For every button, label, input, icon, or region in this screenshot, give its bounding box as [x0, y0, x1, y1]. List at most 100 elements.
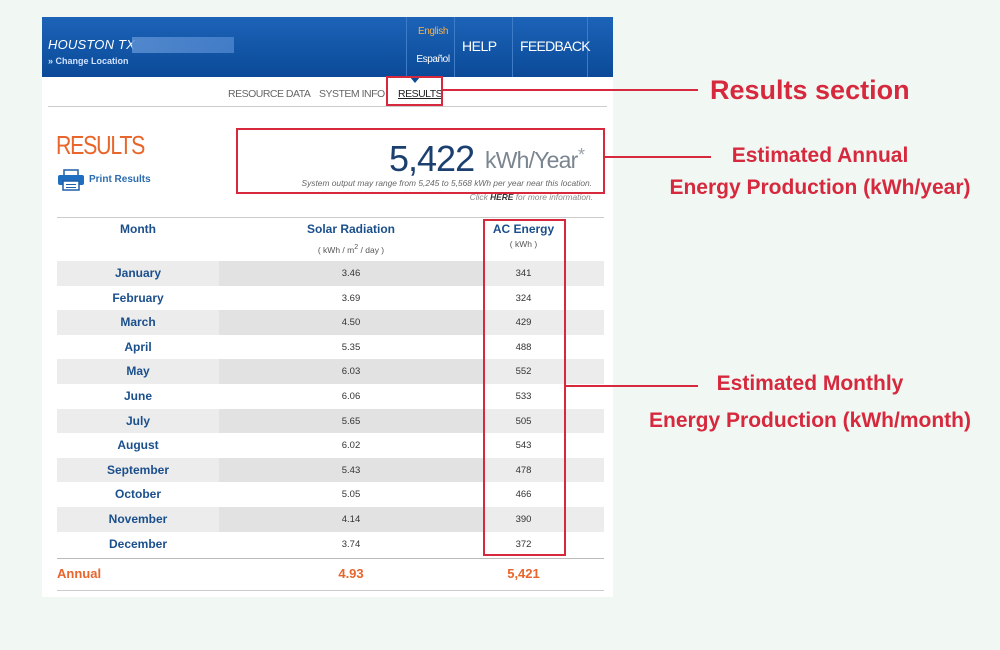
callout-line-annual	[605, 156, 711, 158]
callout-line-monthly	[566, 385, 698, 387]
annual-energy-value: 5,422	[389, 138, 475, 179]
cell-month: June	[123, 388, 152, 403]
col-header-month: Month	[120, 222, 156, 236]
tab-results[interactable]: RESULTS	[398, 88, 443, 100]
redacted-address	[132, 37, 234, 53]
cell-month: August	[117, 438, 159, 453]
callout-line-results	[443, 89, 698, 91]
annotation-results-section: Results section	[710, 75, 910, 105]
tabs-divider	[48, 106, 607, 107]
cell-month: July	[125, 413, 150, 428]
cell-solar-radiation: 4.14	[219, 506, 483, 532]
total-solar: 4.93	[338, 566, 364, 581]
lang-english-link[interactable]: English	[418, 26, 448, 37]
annual-energy-unit: kWh/Year	[485, 147, 578, 173]
header-separator	[587, 17, 588, 77]
lang-spanish-link[interactable]: Español	[416, 54, 450, 65]
cell-ac-energy: 552	[515, 366, 532, 378]
annual-footnote-star: *	[578, 145, 586, 165]
cell-ac-energy: 429	[515, 317, 532, 329]
more-info-note: Click HERE for more information.	[342, 192, 593, 202]
table-row: December 3.74 372	[57, 532, 604, 557]
results-title: RESULTS	[56, 130, 145, 160]
annotation-annual-line1: Estimated Annual	[731, 144, 909, 167]
feedback-link[interactable]: FEEDBACK	[520, 38, 591, 54]
header-separator	[406, 17, 407, 77]
cell-solar-radiation: 3.46	[219, 261, 483, 286]
cell-month: February	[112, 290, 164, 305]
table-top-divider	[57, 217, 604, 218]
table-row: January 3.46 341	[57, 261, 604, 286]
cell-solar-radiation: 3.74	[341, 538, 361, 550]
cell-month: March	[120, 315, 156, 330]
cell-solar-radiation: 6.02	[341, 440, 361, 452]
range-note: System output may range from 5,245 to 5,…	[301, 178, 592, 188]
cell-solar-radiation: 6.06	[341, 390, 361, 402]
table-row: July 5.65 505	[57, 408, 604, 434]
table-body: January 3.46 341 February 3.69 324 March 4.50 42…	[57, 261, 604, 556]
table-bottom-divider	[57, 558, 604, 559]
more-info-prefix: Click	[469, 192, 488, 202]
solar-unit-pre: ( kWh / m	[317, 244, 355, 255]
highlight-results-tab	[386, 76, 443, 106]
cell-ac-energy: 390	[515, 513, 532, 525]
cell-ac-energy: 488	[515, 341, 532, 353]
table-row: August 6.02 543	[57, 433, 604, 458]
header-bar: HOUSTON TX » Change Location English Esp…	[42, 17, 613, 77]
table-row: March 4.50 429	[57, 310, 604, 335]
cell-month: September	[106, 462, 170, 477]
cell-month: January	[114, 266, 162, 280]
solar-unit-sup: 2	[354, 243, 359, 251]
annotation-monthly-line2: Energy Production (kWh/month)	[649, 409, 971, 432]
col-unit-solar: ( kWh / m2 / day )	[219, 243, 483, 255]
cell-solar-radiation: 6.03	[219, 359, 483, 384]
cell-month: May	[126, 364, 150, 379]
print-results-link[interactable]: Print Results	[89, 174, 151, 185]
highlight-ac-energy-column	[483, 219, 566, 556]
cell-ac-energy: 466	[515, 489, 532, 501]
cell-solar-radiation: 4.50	[219, 310, 483, 335]
table-row: April 5.35 488	[57, 335, 604, 360]
more-info-suffix: for more information.	[515, 192, 593, 202]
annotation-annual-line2: Energy Production (kWh/year)	[669, 176, 971, 199]
col-header-solar: Solar Radiation	[306, 222, 395, 236]
solar-unit-post: / day )	[358, 244, 385, 255]
change-location-link[interactable]: » Change Location	[48, 56, 129, 66]
more-info-link[interactable]: HERE	[490, 192, 514, 202]
cell-month: November	[108, 511, 168, 526]
cell-solar-radiation: 3.69	[341, 292, 361, 304]
cell-ac-energy: 324	[515, 292, 532, 304]
table-row: November 4.14 390	[57, 506, 604, 532]
col-header-ac-energy: AC Energy	[492, 222, 555, 236]
table-row: October 5.05 466	[57, 482, 604, 507]
cell-solar-radiation: 5.05	[341, 489, 361, 501]
cell-ac-energy: 478	[515, 464, 532, 476]
cell-month: October	[114, 487, 161, 502]
table-row: February 3.69 324	[57, 286, 604, 311]
pvwatts-window: HOUSTON TX » Change Location English Esp…	[42, 17, 613, 597]
table-row: June 6.06 533	[57, 384, 604, 409]
cell-solar-radiation: 5.65	[219, 408, 483, 434]
cell-ac-energy: 505	[515, 415, 532, 427]
header-separator	[512, 17, 513, 77]
cell-ac-energy: 341	[515, 268, 532, 279]
printer-icon[interactable]	[57, 169, 85, 191]
cell-month: April	[124, 339, 152, 354]
total-ac-energy: 5,421	[507, 566, 540, 581]
col-unit-ac: ( kWh )	[509, 239, 538, 249]
cell-month: December	[108, 536, 168, 551]
total-label: Annual	[57, 566, 102, 581]
table-end-divider	[57, 590, 604, 591]
table-row: September 5.43 478	[57, 457, 604, 483]
table-row: May 6.03 552	[57, 359, 604, 384]
cell-solar-radiation: 5.43	[219, 457, 483, 483]
tab-resource-data[interactable]: RESOURCE DATA	[228, 88, 311, 100]
annotation-monthly-line1: Estimated Monthly	[716, 372, 904, 395]
highlight-annual-production	[236, 128, 605, 194]
help-link[interactable]: HELP	[462, 38, 497, 54]
cell-solar-radiation: 5.35	[341, 341, 361, 353]
header-separator	[454, 17, 455, 77]
cell-ac-energy: 372	[515, 538, 532, 550]
tab-system-info[interactable]: SYSTEM INFO	[319, 88, 385, 100]
cell-ac-energy: 543	[515, 440, 532, 452]
